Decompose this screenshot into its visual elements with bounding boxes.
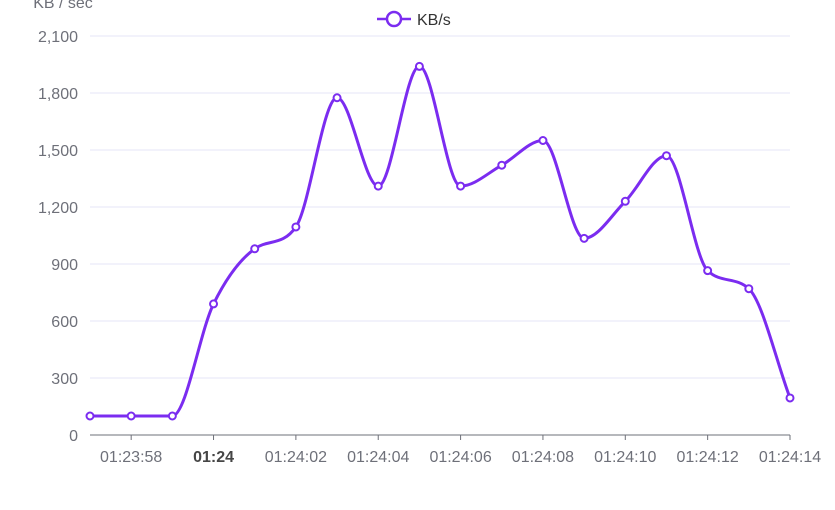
- y-tick-label: 1,500: [38, 143, 78, 160]
- data-point[interactable]: [85, 411, 95, 421]
- x-tick-label: 01:24:14: [759, 449, 821, 466]
- x-axis: 01:23:58 01:24 01:24:02 01:24:04 01:24:06 01:…: [90, 434, 821, 466]
- x-tick-label: 01:24: [193, 449, 234, 466]
- x-tick-label: 01:24:08: [512, 449, 574, 466]
- data-point[interactable]: [579, 233, 589, 243]
- data-point[interactable]: [703, 266, 713, 276]
- x-tick-label: 01:24:10: [594, 449, 656, 466]
- series-line-kbs: [89, 64, 792, 418]
- data-point[interactable]: [209, 299, 219, 309]
- data-point[interactable]: [414, 61, 424, 71]
- data-point[interactable]: [332, 93, 342, 103]
- data-point[interactable]: [785, 393, 795, 403]
- y-tick-label: 1,200: [38, 200, 78, 217]
- data-point[interactable]: [126, 411, 136, 421]
- data-point[interactable]: [291, 222, 301, 232]
- y-tick-label: 2,100: [38, 29, 78, 46]
- data-point[interactable]: [497, 160, 507, 170]
- y-tick-label: 1,800: [38, 86, 78, 103]
- data-point[interactable]: [744, 284, 754, 294]
- data-point[interactable]: [538, 136, 548, 145]
- y-tick-label: 300: [51, 371, 78, 388]
- data-point[interactable]: [373, 181, 383, 191]
- y-tick-label: 900: [51, 257, 78, 274]
- data-point[interactable]: [661, 151, 671, 161]
- y-tick-label: 0: [69, 428, 78, 445]
- y-axis: 0 300 600 900 1,200 1,500 1,800 2,100: [38, 29, 78, 445]
- data-point[interactable]: [456, 181, 466, 191]
- legend-marker-icon: [385, 10, 403, 28]
- data-point[interactable]: [167, 411, 177, 421]
- x-tick-label: 01:24:06: [429, 449, 491, 466]
- legend[interactable]: KB/s: [377, 10, 451, 29]
- x-tick-label: 01:24:04: [347, 449, 409, 466]
- data-point[interactable]: [620, 196, 630, 206]
- y-tick-label: 600: [51, 314, 78, 331]
- legend-label: KB/s: [417, 12, 451, 29]
- x-tick-label: 01:23:58: [100, 449, 162, 466]
- data-point[interactable]: [250, 244, 260, 254]
- x-tick-label: 01:24:12: [677, 449, 739, 466]
- x-tick-label: 01:24:02: [265, 449, 327, 466]
- series-points: [85, 61, 795, 421]
- grid: [90, 35, 790, 379]
- y-axis-title: KB / sec: [33, 0, 93, 12]
